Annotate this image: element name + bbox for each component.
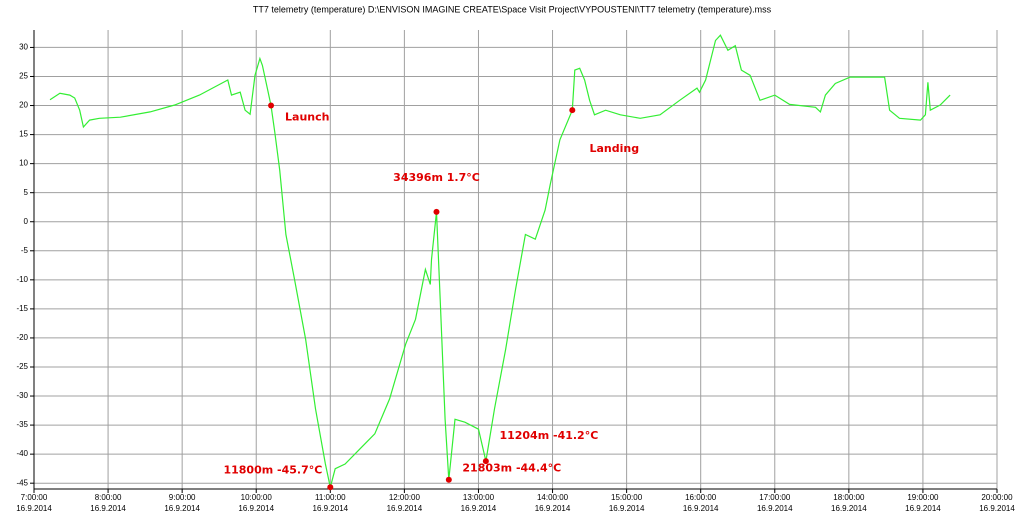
x-tick-label: 12:00:00 <box>389 493 421 502</box>
y-tick-label: 30 <box>19 43 28 52</box>
annotation-label: 34396m 1.7°C <box>393 171 480 184</box>
x-tick-label: 16.9.2014 <box>905 504 941 513</box>
annotation-label: 11800m -45.7°C <box>223 463 322 476</box>
y-tick-label: 5 <box>24 188 29 197</box>
x-tick-label: 13:00:00 <box>463 493 495 502</box>
x-tick-label: 7:00:00 <box>21 493 48 502</box>
x-tick-label: 9:00:00 <box>169 493 196 502</box>
y-tick-label: 20 <box>19 101 28 110</box>
y-tick-label: 10 <box>19 159 28 168</box>
x-tick-label: 17:00:00 <box>759 493 791 502</box>
x-tick-label: 11:00:00 <box>315 493 346 502</box>
x-tick-label: 20:00:00 <box>981 493 1013 502</box>
x-tick-label: 16.9.2014 <box>313 504 349 513</box>
x-tick-label: 16:00:00 <box>685 493 717 502</box>
chart-title: TT7 telemetry (temperature) D:\ENVISON I… <box>253 4 772 14</box>
x-tick-label: 15:00:00 <box>611 493 643 502</box>
annotation-marker <box>327 484 334 491</box>
annotation-marker <box>569 107 576 114</box>
annotation-marker <box>445 476 452 483</box>
x-tick-label: 16.9.2014 <box>683 504 719 513</box>
x-tick-label: 16.9.2014 <box>609 504 645 513</box>
y-tick-label: -10 <box>16 275 28 284</box>
y-tick-label: -30 <box>16 391 28 400</box>
x-tick-label: 16.9.2014 <box>90 504 126 513</box>
x-tick-label: 16.9.2014 <box>387 504 423 513</box>
annotation-label: Landing <box>589 142 639 155</box>
annotation-label: Launch <box>285 111 329 124</box>
annotation-marker <box>268 102 275 109</box>
y-tick-label: -20 <box>16 333 28 342</box>
x-tick-label: 16.9.2014 <box>979 504 1015 513</box>
x-tick-label: 19:00:00 <box>907 493 939 502</box>
y-tick-label: 25 <box>19 72 28 81</box>
x-tick-label: 16.9.2014 <box>757 504 793 513</box>
annotation-label: 11204m -41.2°C <box>499 429 598 442</box>
x-tick-label: 16.9.2014 <box>238 504 274 513</box>
x-tick-label: 18:00:00 <box>833 493 865 502</box>
temperature-line <box>49 34 951 488</box>
y-tick-label: -5 <box>21 246 29 255</box>
x-tick-label: 16.9.2014 <box>461 504 497 513</box>
annotation-marker <box>482 458 489 465</box>
y-tick-label: -35 <box>16 420 28 429</box>
x-tick-label: 16.9.2014 <box>164 504 200 513</box>
x-tick-label: 14:00:00 <box>537 493 569 502</box>
x-tick-label: 16.9.2014 <box>535 504 571 513</box>
x-tick-label: 16.9.2014 <box>16 504 52 513</box>
y-tick-label: -25 <box>16 362 28 371</box>
x-tick-label: 8:00:00 <box>95 493 122 502</box>
y-tick-label: 0 <box>24 217 29 226</box>
annotation-label: 21803m -44.4°C <box>462 462 561 475</box>
x-tick-label: 16.9.2014 <box>831 504 867 513</box>
y-tick-label: 15 <box>19 130 28 139</box>
y-tick-label: -40 <box>16 449 28 458</box>
y-tick-label: -45 <box>16 478 28 487</box>
annotation-marker <box>433 208 440 215</box>
x-tick-label: 10:00:00 <box>241 493 273 502</box>
y-tick-label: -15 <box>16 304 28 313</box>
